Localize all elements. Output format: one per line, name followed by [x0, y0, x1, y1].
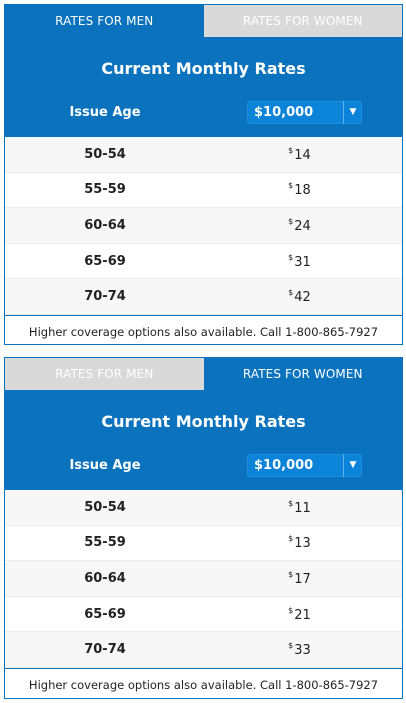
issue-age-value: 65-69	[84, 606, 126, 622]
coverage-select-value: $10,000	[254, 104, 314, 120]
rate-amount: 21	[294, 607, 311, 623]
rate-amount: 31	[294, 254, 311, 270]
chevron-down-icon[interactable]: ▼	[343, 100, 362, 124]
monthly-rate: $42	[205, 288, 402, 305]
rates-title: Current Monthly Rates	[101, 59, 306, 78]
coverage-note: Higher coverage options also available. …	[5, 667, 402, 701]
table-row: 70-74 $42	[5, 279, 402, 315]
rate-amount: 18	[294, 183, 311, 199]
rate-amount: 13	[294, 536, 311, 552]
rate-amount: 42	[294, 290, 311, 306]
rate-amount: 24	[294, 218, 311, 234]
table-row: 65-69 $31	[5, 243, 402, 280]
currency-symbol: $	[288, 498, 294, 508]
coverage-select-value: $10,000	[254, 457, 314, 473]
rate-tabs: RATES FOR MEN RATES FOR WOMEN	[5, 5, 402, 37]
tab-rates-for-men[interactable]: RATES FOR MEN	[5, 358, 204, 390]
issue-age-value: 50-54	[84, 499, 126, 515]
issue-age-row: Issue Age $10,000 ▼	[5, 440, 402, 490]
monthly-rate: $17	[205, 570, 402, 587]
table-row: 60-64 $17	[5, 561, 402, 597]
chevron-down-icon[interactable]: ▼	[343, 453, 362, 477]
table-row: 50-54 $14	[5, 137, 402, 173]
rates-header: Current Monthly Rates Issue Age $10,000 …	[5, 390, 402, 490]
table-row: 50-54 $11	[5, 490, 402, 526]
issue-age-label: Issue Age	[69, 457, 141, 473]
rates-table: 50-54 $14 55-59 $18 60-64 $24 65-69 $31 …	[5, 137, 402, 315]
issue-age-value: 60-64	[84, 217, 126, 233]
currency-symbol: $	[288, 288, 294, 298]
currency-symbol: $	[288, 216, 294, 226]
monthly-rate: $18	[205, 181, 402, 198]
table-row: 55-59 $18	[5, 172, 402, 209]
currency-symbol: $	[288, 534, 294, 544]
rate-tabs: RATES FOR MEN RATES FOR WOMEN	[5, 358, 402, 390]
issue-age-value: 70-74	[84, 289, 126, 305]
coverage-select[interactable]: $10,000 ▼	[247, 100, 362, 124]
rates-widget-women: RATES FOR MEN RATES FOR WOMEN Current Mo…	[4, 357, 403, 699]
currency-symbol: $	[288, 641, 294, 651]
monthly-rate: $14	[205, 146, 402, 163]
currency-symbol: $	[288, 252, 294, 262]
currency-symbol: $	[288, 605, 294, 615]
issue-age-label: Issue Age	[69, 104, 141, 120]
monthly-rate: $13	[205, 534, 402, 551]
rate-amount: 17	[294, 571, 311, 587]
monthly-rate: $11	[205, 499, 402, 516]
issue-age-value: 50-54	[84, 146, 126, 162]
coverage-note: Higher coverage options also available. …	[5, 314, 402, 348]
rates-table: 50-54 $11 55-59 $13 60-64 $17 65-69 $21 …	[5, 490, 402, 668]
tab-rates-for-men[interactable]: RATES FOR MEN	[5, 5, 204, 37]
currency-symbol: $	[288, 181, 294, 191]
rates-widget-men: RATES FOR MEN RATES FOR WOMEN Current Mo…	[4, 4, 403, 345]
issue-age-value: 70-74	[84, 642, 126, 658]
monthly-rate: $21	[205, 606, 402, 623]
issue-age-value: 60-64	[84, 570, 126, 586]
monthly-rate: $24	[205, 217, 402, 234]
table-row: 60-64 $24	[5, 208, 402, 244]
table-row: 65-69 $21	[5, 596, 402, 633]
currency-symbol: $	[288, 569, 294, 579]
coverage-select[interactable]: $10,000 ▼	[247, 453, 362, 477]
monthly-rate: $33	[205, 641, 402, 658]
table-row: 70-74 $33	[5, 632, 402, 668]
issue-age-value: 65-69	[84, 253, 126, 269]
issue-age-value: 55-59	[84, 182, 126, 198]
table-row: 55-59 $13	[5, 525, 402, 562]
monthly-rate: $31	[205, 253, 402, 270]
issue-age-value: 55-59	[84, 535, 126, 551]
rate-amount: 11	[294, 500, 311, 516]
issue-age-row: Issue Age $10,000 ▼	[5, 87, 402, 137]
tab-rates-for-women[interactable]: RATES FOR WOMEN	[203, 358, 402, 390]
rates-title: Current Monthly Rates	[101, 412, 306, 431]
currency-symbol: $	[288, 145, 294, 155]
rate-amount: 33	[294, 643, 311, 659]
rates-header: Current Monthly Rates Issue Age $10,000 …	[5, 37, 402, 137]
tab-rates-for-women[interactable]: RATES FOR WOMEN	[203, 5, 402, 37]
rate-amount: 14	[294, 147, 311, 163]
